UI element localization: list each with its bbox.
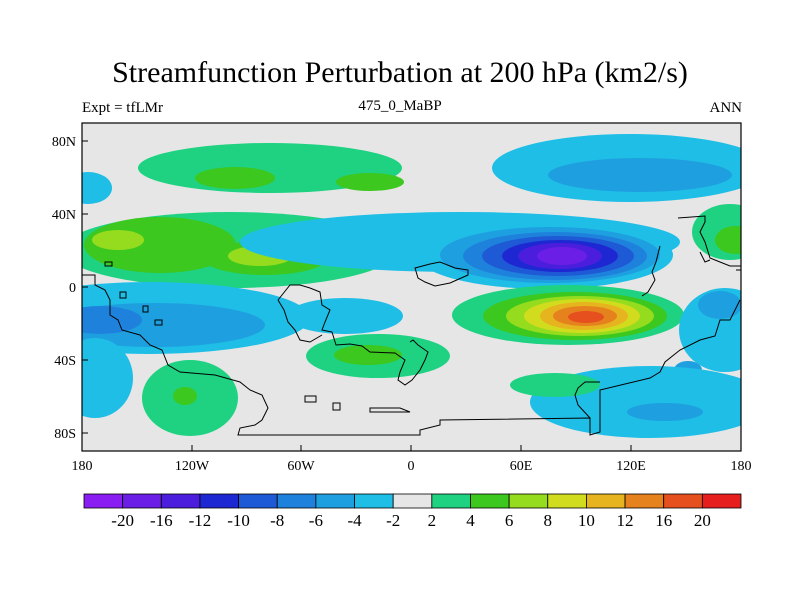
colorbar-label: -2 (386, 511, 400, 530)
field-south-pacific-high (142, 360, 238, 436)
chart-title: Streamfunction Perturbation at 200 hPa (… (112, 56, 688, 89)
colorbar-labels: -20 -16 -12 -10 -8 -6 -4 -2 2 4 6 8 10 12 16 20 (111, 511, 711, 530)
colorbar-swatch (160, 493, 201, 509)
field-north-pacific-high (138, 143, 404, 193)
y-tick-label: 80N (52, 135, 76, 150)
y-tick-label: 80S (54, 427, 76, 442)
colorbar-label: -12 (189, 511, 212, 530)
colorbar-label: 12 (617, 511, 634, 530)
field-asian-low (240, 212, 680, 289)
colorbar-label: 6 (505, 511, 514, 530)
colorbar-swatch (547, 493, 587, 509)
colorbar-swatch (586, 493, 626, 509)
colorbar-swatch (431, 493, 471, 509)
colorbar-label: 4 (466, 511, 475, 530)
colorbar-swatch (199, 493, 239, 509)
colorbar-label: 20 (694, 511, 711, 530)
colorbar-swatch (122, 493, 162, 509)
y-tick-label: 40N (52, 208, 76, 223)
center-label: 475_0_MaBP (358, 98, 442, 114)
colorbar-label: -16 (150, 511, 173, 530)
field-right-edge-low (674, 288, 741, 379)
colorbar-swatch (238, 493, 278, 509)
colorbar-label: -8 (270, 511, 284, 530)
x-tick-label: 0 (408, 459, 415, 474)
colorbar-label: -20 (111, 511, 134, 530)
field-indian-ocean-high (452, 285, 684, 345)
x-tick-label: 60W (287, 459, 315, 474)
field-southern-small-high (510, 373, 600, 397)
colorbar-swatch (470, 493, 510, 509)
x-tick-label: 120W (175, 459, 210, 474)
colorbar-label: -10 (227, 511, 250, 530)
x-tick-label: 120E (616, 459, 646, 474)
season-label: ANN (709, 100, 743, 116)
colorbar-label: -6 (309, 511, 323, 530)
axis-ticks (81, 140, 742, 451)
y-tick-label: 0 (69, 281, 76, 296)
colorbar-swatch (663, 493, 703, 509)
x-tick-label: 180 (731, 459, 752, 474)
colorbar-swatch (624, 493, 665, 509)
x-tick-label: 60E (510, 459, 533, 474)
colorbar (83, 493, 742, 509)
colorbar-label: 16 (655, 511, 672, 530)
experiment-label: Expt = tfLMr (82, 100, 163, 116)
colorbar-label: -4 (347, 511, 362, 530)
contour-fields (82, 134, 741, 438)
colorbar-swatch (392, 493, 433, 509)
x-tick-labels: 180 120W 60W 0 60E 120E 180 (72, 459, 752, 474)
field-northeast-low (492, 134, 741, 202)
colorbar-swatch (83, 493, 124, 509)
x-tick-label: 180 (72, 459, 93, 474)
colorbar-swatch (276, 493, 317, 509)
colorbar-label: 2 (428, 511, 437, 530)
colorbar-swatch (315, 493, 355, 509)
field-left-edge-low (82, 172, 112, 204)
field-tropical-low-band (82, 282, 403, 354)
field-east-high (692, 204, 741, 260)
y-tick-label: 40S (54, 354, 76, 369)
colorbar-label: 10 (578, 511, 595, 530)
field-south-atlantic-high (306, 334, 450, 378)
coastlines (82, 215, 741, 436)
field-southwest-low (82, 338, 133, 418)
y-tick-labels: 80N 40N 0 40S 80S (52, 135, 76, 442)
colorbar-swatch (508, 493, 549, 509)
colorbar-swatch (701, 493, 742, 509)
colorbar-swatch (354, 493, 394, 509)
colorbar-label: 8 (544, 511, 553, 530)
